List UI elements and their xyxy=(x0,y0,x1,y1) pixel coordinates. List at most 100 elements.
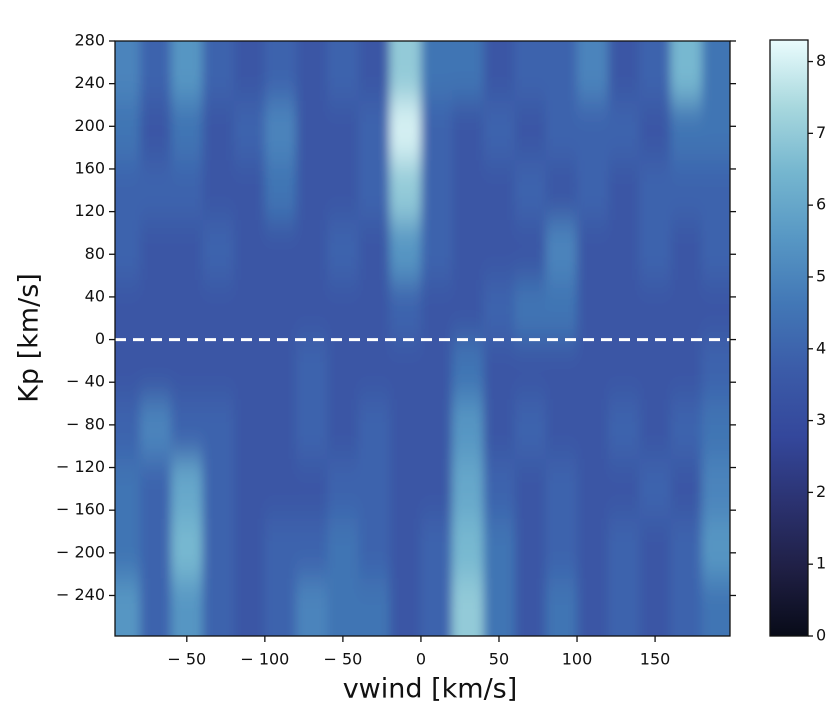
heat-cell xyxy=(608,399,640,460)
heat-cell xyxy=(670,578,703,636)
heat-cell xyxy=(115,458,141,520)
heat-cell xyxy=(389,399,422,460)
heat-cell xyxy=(296,458,328,520)
heat-cell xyxy=(264,339,297,400)
heat-cell xyxy=(452,399,484,460)
heat-cell xyxy=(296,220,328,281)
heat-cell xyxy=(139,458,172,520)
heat-cell xyxy=(452,578,484,636)
heat-cell xyxy=(608,458,640,520)
heat-cell xyxy=(202,220,235,281)
heat-cell xyxy=(514,578,547,636)
heat-cell xyxy=(389,279,422,341)
heat-cell xyxy=(296,41,328,102)
heat-cell xyxy=(115,100,141,161)
heat-cell xyxy=(202,578,235,636)
colorbar-tick-label: 1 xyxy=(816,554,826,573)
heat-cell xyxy=(483,279,516,341)
x-tick-label: − 100 xyxy=(240,650,289,669)
heat-cell xyxy=(233,399,266,460)
heat-cell xyxy=(115,41,141,102)
heat-cell xyxy=(452,100,484,161)
heat-cell xyxy=(139,100,172,161)
heat-cell xyxy=(670,399,703,460)
heat-cell xyxy=(545,518,578,579)
heat-cell xyxy=(701,100,730,161)
heat-cell xyxy=(577,399,609,460)
heat-cell xyxy=(608,160,640,221)
heat-cell xyxy=(202,399,235,460)
heat-cell xyxy=(139,578,172,636)
heat-cell xyxy=(420,220,453,281)
heat-cell xyxy=(577,518,609,579)
heat-cell xyxy=(115,339,141,400)
heat-cell xyxy=(670,41,703,102)
y-tick-label: 200 xyxy=(74,116,105,135)
heat-cell xyxy=(701,458,730,520)
colorbar-tick-label: 2 xyxy=(816,482,826,501)
heat-cell xyxy=(264,160,297,221)
colorbar-tick-label: 6 xyxy=(816,195,826,214)
heat-cell xyxy=(327,41,360,102)
y-tick-label: 160 xyxy=(74,158,105,177)
heat-cell xyxy=(327,279,360,341)
heat-cell xyxy=(139,41,172,102)
heatmap xyxy=(115,41,730,636)
heat-cell xyxy=(171,279,203,341)
y-tick-label: − 160 xyxy=(56,500,105,519)
colorbar xyxy=(769,39,809,637)
heat-cell xyxy=(171,100,203,161)
heat-cell xyxy=(670,518,703,579)
heat-cell xyxy=(639,100,672,161)
heat-cell xyxy=(701,220,730,281)
heat-cell xyxy=(296,578,328,636)
heat-cell xyxy=(358,100,391,161)
x-axis-label: vwind [km/s] xyxy=(343,674,518,705)
heat-cell xyxy=(420,339,453,400)
heat-cell xyxy=(389,578,422,636)
heat-cell xyxy=(139,518,172,579)
heat-cell xyxy=(139,220,172,281)
colorbar-tick-label: 8 xyxy=(816,51,826,70)
heat-cell xyxy=(264,41,297,102)
heat-cell xyxy=(670,458,703,520)
colorbar-tick-label: 4 xyxy=(816,338,826,357)
heat-cell xyxy=(389,518,422,579)
heat-cell xyxy=(545,399,578,460)
colorbar-tick-label: 0 xyxy=(816,626,826,645)
heat-cell xyxy=(639,339,672,400)
heat-cell xyxy=(452,458,484,520)
heat-cell xyxy=(202,100,235,161)
heat-cell xyxy=(296,339,328,400)
heat-cell xyxy=(358,279,391,341)
heat-cell xyxy=(139,339,172,400)
heat-cell xyxy=(327,399,360,460)
x-tick-label: 150 xyxy=(640,650,671,669)
x-tick-label: − 50 xyxy=(323,650,362,669)
heat-cell xyxy=(420,578,453,636)
heat-cell xyxy=(639,458,672,520)
heat-cell xyxy=(296,160,328,221)
heat-cell xyxy=(577,279,609,341)
heat-cell xyxy=(608,518,640,579)
heat-cell xyxy=(701,518,730,579)
heat-cell xyxy=(358,458,391,520)
heat-cell xyxy=(389,100,422,161)
heat-cell xyxy=(514,100,547,161)
heat-cell xyxy=(608,41,640,102)
heat-cell xyxy=(545,160,578,221)
y-tick-label: − 120 xyxy=(56,457,105,476)
heat-cell xyxy=(608,339,640,400)
heat-cell xyxy=(233,100,266,161)
heat-cell xyxy=(296,399,328,460)
heat-cell xyxy=(327,578,360,636)
heat-cell xyxy=(389,458,422,520)
y-tick-label: 80 xyxy=(85,244,105,263)
y-tick-label: 280 xyxy=(74,31,105,50)
heat-cell xyxy=(545,578,578,636)
y-tick-label: − 80 xyxy=(66,414,105,433)
heat-cell xyxy=(171,339,203,400)
y-axis-label: Kp [km/s] xyxy=(14,273,45,403)
heat-cell xyxy=(358,578,391,636)
heat-cell xyxy=(327,160,360,221)
